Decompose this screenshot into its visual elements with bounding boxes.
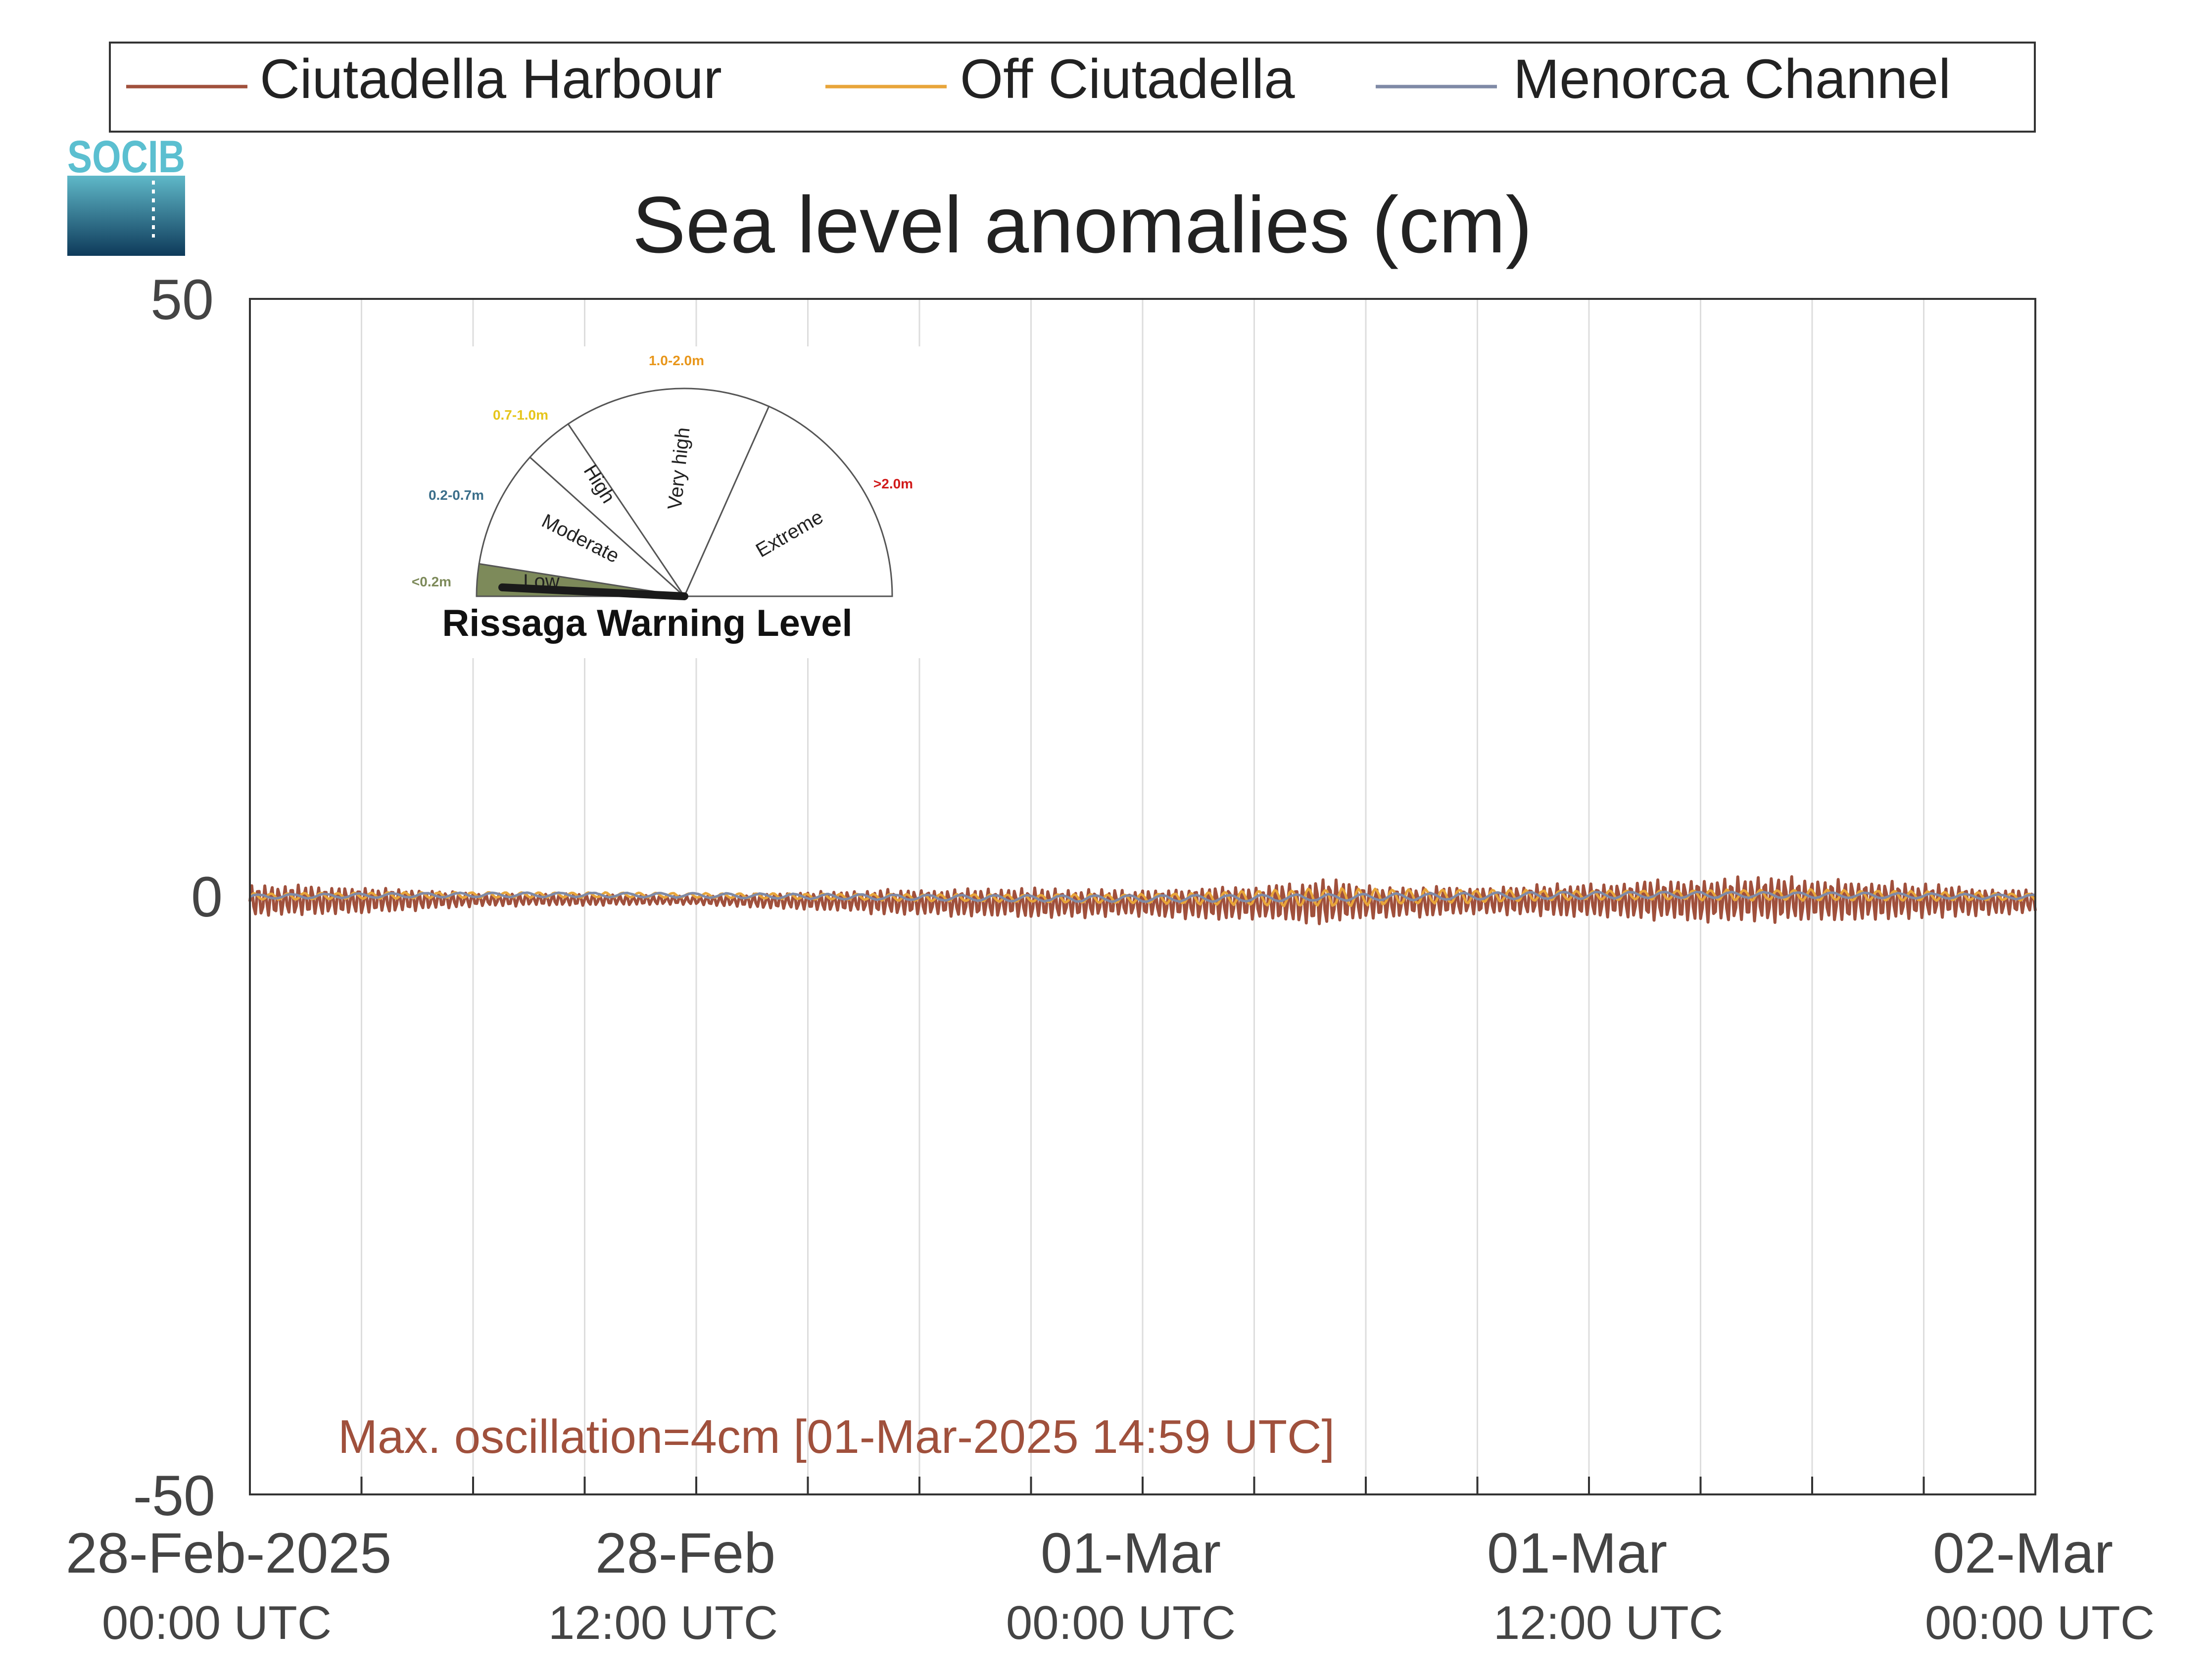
gauge-title: Rissaga Warning Level	[442, 602, 852, 644]
x-tick-marks	[360, 1477, 1925, 1494]
x-tick-time: 12:00 UTC	[1493, 1596, 1723, 1649]
x-tick-date: 02-Mar	[1933, 1522, 2113, 1585]
x-tick-time: 00:00 UTC	[1006, 1596, 1236, 1649]
legend-label-menorca-channel: Menorca Channel	[1513, 48, 1951, 110]
legend: Ciutadella Harbour Off Ciutadella Menorc…	[109, 42, 2036, 133]
gauge-segment-extreme	[683, 405, 893, 597]
gauge-range-moderate: 0.2-0.7m	[429, 487, 484, 503]
legend-item-off-ciutadella: Off Ciutadella	[825, 48, 1295, 110]
y-tick-label: 50	[150, 268, 214, 332]
legend-label-off-ciutadella: Off Ciutadella	[960, 48, 1295, 110]
rissaga-warning-gauge: Low Moderate High Very high Extreme <0.2…	[386, 346, 928, 658]
x-tick-time: 00:00 UTC	[1925, 1596, 2155, 1649]
legend-label-ciutadella-harbour: Ciutadella Harbour	[260, 48, 722, 110]
legend-item-menorca-channel: Menorca Channel	[1376, 48, 1951, 110]
y-tick-label: -50	[133, 1464, 215, 1528]
series-line-menorca-channel	[249, 890, 2036, 903]
y-tick-label: 0	[191, 865, 223, 929]
gauge-segment-very-high	[567, 387, 770, 598]
max-oscillation-annotation: Max. oscillation=4cm [01-Mar-2025 14:59 …	[338, 1410, 1335, 1463]
x-tick-date: 28-Feb	[595, 1522, 775, 1585]
chart-title: Sea level anomalies (cm)	[632, 180, 1533, 270]
socib-logo-block	[67, 176, 185, 256]
gauge-segment-moderate	[478, 456, 687, 598]
legend-frame	[109, 42, 2036, 133]
x-tick-date: 01-Mar	[1487, 1522, 1667, 1585]
x-tick-time: 00:00 UTC	[102, 1596, 332, 1649]
gauge-range-extreme: >2.0m	[873, 476, 913, 491]
x-tick-date: 01-Mar	[1041, 1522, 1221, 1585]
gauge-range-high: 0.7-1.0m	[493, 407, 548, 423]
x-tick-time: 12:00 UTC	[548, 1596, 778, 1649]
socib-logo: SOCIB	[67, 132, 185, 256]
gauge-range-low: <0.2m	[412, 574, 451, 589]
gauge-range-very-high: 1.0-2.0m	[649, 353, 704, 368]
gauge-needle	[498, 583, 688, 600]
series-layer	[248, 875, 2037, 925]
legend-item-ciutadella-harbour: Ciutadella Harbour	[126, 48, 722, 110]
socib-logo-text: SOCIB	[67, 132, 185, 182]
x-tick-date: 28-Feb-2025	[66, 1522, 392, 1585]
